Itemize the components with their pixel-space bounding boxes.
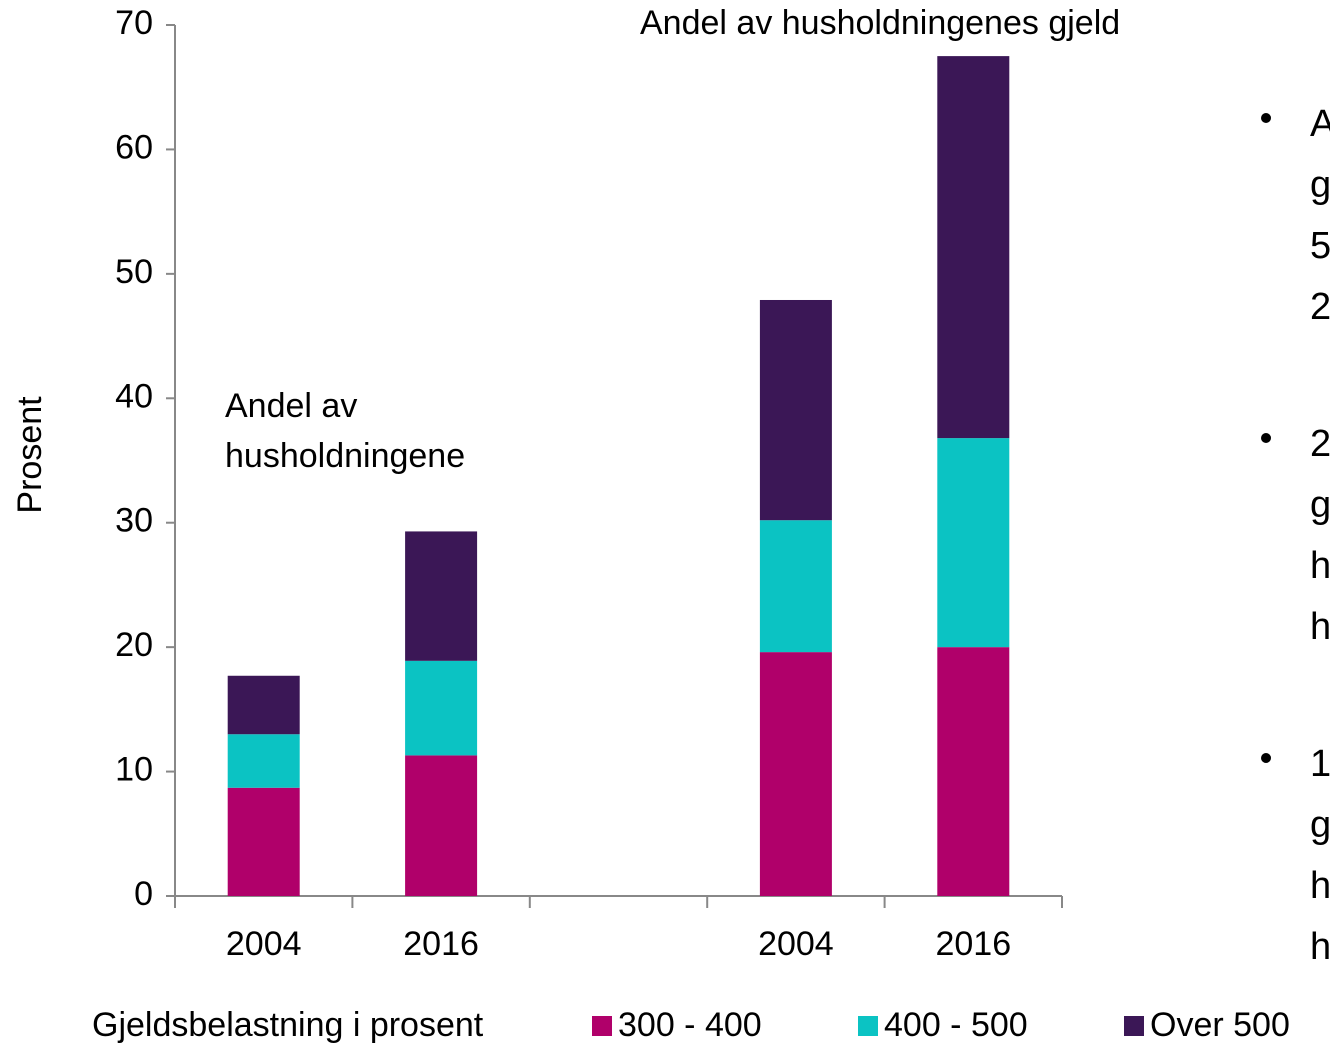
legend-label: Over 500 [1150,1006,1290,1044]
annotation: Andel av husholdningenes gjeld [640,4,1120,42]
bullet-dot [1261,433,1271,443]
x-tick-label: 2004 [758,925,834,963]
bar-segment [405,531,478,661]
bullet-text: h [1310,926,1330,968]
annotation: husholdningene [225,437,465,475]
legend-swatch [592,1016,612,1036]
bullet-dot [1261,113,1271,123]
bar-segment [937,647,1010,896]
y-tick-label: 70 [115,4,153,42]
legend-swatch [858,1016,878,1036]
bar-segment [227,675,300,735]
y-tick-label: 10 [115,751,153,789]
bullet-text: 5 [1310,225,1330,267]
y-tick-label: 50 [115,253,153,291]
annotation: Andel av [225,387,357,425]
bullet-text: g [1310,484,1330,526]
bar-segment [759,520,832,653]
y-tick-label: 20 [115,626,153,664]
bullet-text: g [1310,164,1330,206]
bullet-text: h [1310,545,1330,587]
bullet-text: 2 [1310,423,1330,465]
legend-swatch [1124,1016,1144,1036]
x-tick-label: 2016 [935,925,1011,963]
bar-segment [405,660,478,756]
bar-segment [227,734,300,788]
bar-segment [759,299,832,521]
y-axis-label: Prosent [11,396,49,514]
bullet-text: h [1310,865,1330,907]
bar-segment [405,755,478,896]
x-tick-label: 2016 [403,925,479,963]
x-tick-label: 2004 [226,925,302,963]
y-tick-label: 60 [115,128,153,166]
bar-segment [759,652,832,896]
legend-label: 400 - 500 [884,1006,1028,1044]
legend-title: Gjeldsbelastning i prosent [92,1006,484,1044]
y-tick-label: 0 [134,875,153,913]
bullet-text: A [1310,103,1330,145]
bar-segment [937,438,1010,648]
bar-segment [227,787,300,896]
y-tick-label: 30 [115,502,153,540]
y-tick-label: 40 [115,377,153,415]
legend-label: 300 - 400 [618,1006,762,1044]
bullet-text: h [1310,606,1330,648]
bullet-text: 2 [1310,286,1330,328]
bar-segment [937,56,1010,439]
bullet-text: g [1310,804,1330,846]
bullet-text: 1 [1310,743,1330,785]
bullet-dot [1261,753,1271,763]
